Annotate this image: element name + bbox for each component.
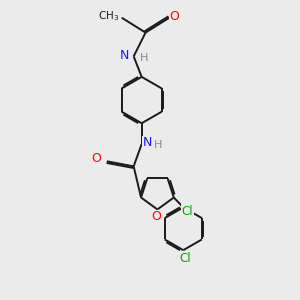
Text: H: H <box>140 52 148 63</box>
Text: O: O <box>170 10 180 23</box>
Text: O: O <box>151 210 161 224</box>
Text: N: N <box>120 49 130 62</box>
Text: Cl: Cl <box>179 252 190 265</box>
Text: CH$_3$: CH$_3$ <box>98 9 119 23</box>
Text: H: H <box>154 140 162 150</box>
Text: O: O <box>91 152 101 165</box>
Text: N: N <box>142 136 152 149</box>
Text: Cl: Cl <box>182 205 194 218</box>
